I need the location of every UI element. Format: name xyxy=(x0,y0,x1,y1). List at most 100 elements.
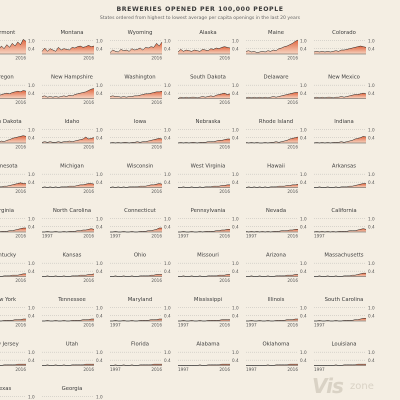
panel-maryland: Maryland 0.4 1.0 1997 2016 xyxy=(110,297,171,328)
state-name-label: Maryland xyxy=(128,297,153,303)
panel-oregon: Oregon 0.4 1.0 2016 xyxy=(0,75,35,105)
y-tick-label: 1.0 xyxy=(232,305,239,310)
viszone-watermark-logo: Vis zone xyxy=(312,374,398,398)
panel-missouri: Missouri 0.4 1.0 2016 xyxy=(178,253,239,283)
y-tick-label: 1.0 xyxy=(232,216,239,221)
x-tick-label: 2016 xyxy=(287,367,298,372)
area-series xyxy=(110,42,162,54)
state-name-label: Florida xyxy=(131,342,149,348)
state-name-label: Colorado xyxy=(332,30,356,36)
area-series xyxy=(110,228,162,232)
panel-arkansas: Arkansas 0.4 1.0 xyxy=(314,164,375,188)
state-name-label: New Jersey xyxy=(0,342,19,348)
panel-wyoming: Wyoming 0.4 1.0 2016 xyxy=(109,30,171,61)
x-tick-label: 2016 xyxy=(15,278,26,283)
panel-new-hampshire: New Hampshire 0.4 1.0 2016 xyxy=(41,75,103,105)
y-tick-label: 0.4 xyxy=(164,313,171,318)
area-series xyxy=(246,137,298,143)
y-tick-label: 1.0 xyxy=(28,394,35,399)
y-tick-label: 0.4 xyxy=(368,135,375,140)
y-tick-label: 1.0 xyxy=(232,38,239,43)
y-tick-label: 0.4 xyxy=(28,46,35,51)
x-tick-label: 1997 xyxy=(42,234,53,239)
panel-alaska: Alaska 0.4 1.0 2016 xyxy=(177,30,239,61)
y-tick-label: 0.4 xyxy=(164,269,171,274)
x-tick-label: 1997 xyxy=(178,367,189,372)
y-tick-label: 0.4 xyxy=(300,135,307,140)
y-tick-label: 0.4 xyxy=(96,46,103,51)
panel-montana: Montana 0.4 1.0 2016 xyxy=(41,30,103,61)
y-tick-label: 1.0 xyxy=(232,350,239,355)
y-tick-label: 0.4 xyxy=(300,224,307,229)
panel-illinois: Illinois 0.4 1.0 1997 2016 xyxy=(246,297,307,328)
x-tick-label: 2016 xyxy=(219,145,230,150)
area-series xyxy=(178,93,230,99)
panel-colorado: Colorado 0.4 1.0 xyxy=(313,30,375,55)
panel-rhode-island: Rhode Island 0.4 1.0 2016 xyxy=(245,119,307,150)
y-tick-label: 0.4 xyxy=(232,358,239,363)
x-tick-label: 2016 xyxy=(83,56,94,61)
panel-maine: Maine 0.4 1.0 2016 xyxy=(245,30,307,61)
x-tick-label: 2016 xyxy=(219,278,230,283)
area-series xyxy=(314,93,366,99)
series-line xyxy=(0,38,27,50)
x-tick-label: 2016 xyxy=(287,100,298,105)
state-name-label: Ohio xyxy=(134,253,146,259)
panel-florida: Florida 0.4 1.0 1997 2016 xyxy=(110,342,171,372)
x-tick-label: 1997 xyxy=(110,323,121,328)
state-name-label: Kentucky xyxy=(0,253,16,259)
y-tick-label: 0.4 xyxy=(232,224,239,229)
x-tick-label: 2016 xyxy=(83,145,94,150)
y-tick-label: 0.4 xyxy=(28,224,35,229)
state-name-label: Maine xyxy=(268,30,284,36)
x-tick-label: 2016 xyxy=(287,145,298,150)
state-name-label: New Mexico xyxy=(328,75,360,81)
area-series xyxy=(246,364,298,366)
y-tick-label: 1.0 xyxy=(96,216,103,221)
state-name-label: Delaware xyxy=(264,75,289,81)
y-tick-label: 1.0 xyxy=(368,305,375,310)
y-tick-label: 0.4 xyxy=(368,358,375,363)
y-tick-label: 1.0 xyxy=(164,83,171,88)
y-tick-label: 1.0 xyxy=(368,83,375,88)
x-tick-label: 2016 xyxy=(287,56,298,61)
series-line xyxy=(41,183,95,188)
x-tick-label: 2016 xyxy=(83,100,94,105)
state-name-label: North Dakota xyxy=(0,119,22,125)
series-line xyxy=(0,363,26,366)
series-line xyxy=(177,138,230,144)
series-line xyxy=(0,182,26,188)
x-tick-label: 2016 xyxy=(287,234,298,239)
panel-new-jersey: New Jersey 0.4 1.0 2016 xyxy=(0,342,35,372)
area-series xyxy=(314,183,366,188)
y-tick-label: 0.4 xyxy=(28,358,35,363)
x-tick-label: 2016 xyxy=(219,56,230,61)
x-tick-label: 1997 xyxy=(246,367,257,372)
y-tick-label: 1.0 xyxy=(28,261,35,266)
area-series xyxy=(178,139,230,143)
area-series xyxy=(246,92,298,99)
y-tick-label: 1.0 xyxy=(368,216,375,221)
panel-indiana: Indiana 0.4 1.0 xyxy=(313,119,375,144)
area-series xyxy=(314,364,366,366)
area-series xyxy=(110,183,162,188)
x-tick-label: 2016 xyxy=(219,189,230,194)
y-tick-label: 0.4 xyxy=(28,180,35,185)
y-tick-label: 0.4 xyxy=(368,313,375,318)
y-tick-label: 0.4 xyxy=(232,269,239,274)
x-tick-label: 2016 xyxy=(15,323,26,328)
panel-washington: Washington 0.4 1.0 2016 xyxy=(109,75,171,105)
state-name-label: New Hampshire xyxy=(51,75,93,81)
x-tick-label: 2016 xyxy=(83,189,94,194)
area-series xyxy=(42,183,94,188)
series-line xyxy=(41,45,95,52)
state-name-label: Oklahoma xyxy=(263,342,290,348)
series-line xyxy=(245,39,299,53)
panel-ohio: Ohio 0.4 1.0 2016 xyxy=(110,253,171,283)
panel-west-virginia: West Virginia 0.4 1.0 2016 xyxy=(178,164,239,194)
area-series xyxy=(0,39,26,54)
y-tick-label: 1.0 xyxy=(96,38,103,43)
area-series xyxy=(314,228,366,232)
y-tick-label: 1.0 xyxy=(28,216,35,221)
